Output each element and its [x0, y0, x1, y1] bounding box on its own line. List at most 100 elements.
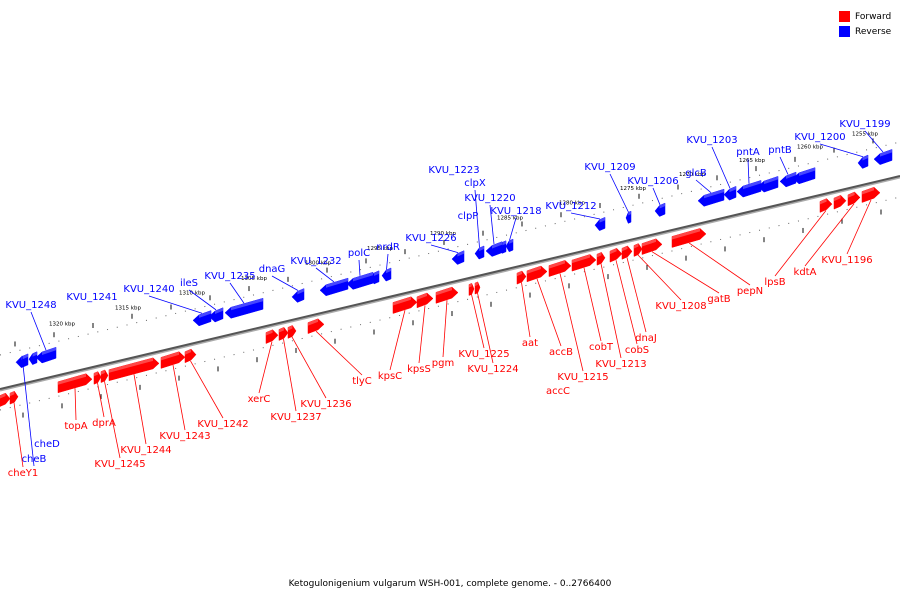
leader-line — [188, 289, 217, 311]
leader-line — [97, 382, 105, 418]
leader-line — [509, 217, 517, 241]
leader-line — [271, 275, 299, 291]
gene-label-dprA: dprA — [92, 418, 116, 429]
gene-feature-KVU_1215 — [548, 260, 572, 277]
gene-label-KVU_1237: KVU_1237 — [270, 412, 321, 423]
gene-label-KVU_1203: KVU_1203 — [686, 135, 737, 146]
gene-feature-cheY1 — [0, 392, 11, 407]
gene-label-KVU_1243: KVU_1243 — [159, 431, 210, 442]
leader-line — [652, 187, 661, 205]
gene-feature-KVU_1226 — [451, 250, 465, 265]
gene-label-cheB: cheB — [22, 454, 47, 465]
leader-line — [559, 273, 584, 372]
leader-line — [13, 402, 24, 468]
gene-label-kdtA: kdtA — [794, 267, 817, 278]
gene-feature-lpsB — [819, 198, 833, 213]
axis-tick-label: 1295 kbp — [367, 246, 393, 252]
gene-label-accC: accC — [546, 386, 570, 397]
leader-line — [626, 257, 647, 333]
gene-label-topA: topA — [64, 421, 87, 432]
gene-feature-kdtA — [847, 191, 861, 207]
leader-line — [536, 278, 562, 347]
gene-feature-nrdR — [381, 267, 392, 282]
gene-label-KVU_1196: KVU_1196 — [821, 255, 872, 266]
gene-label-KVU_1242: KVU_1242 — [197, 419, 248, 430]
leader-line — [583, 267, 602, 342]
gene-feature-xerC — [265, 329, 279, 344]
gene-label-tlyC: tlyC — [352, 376, 372, 387]
gene-label-cobT: cobT — [589, 342, 614, 353]
axis-tick-label: 1285 kbp — [497, 215, 523, 221]
leader-line — [779, 156, 789, 175]
gene-feature-KVU_1196 — [861, 186, 881, 203]
leader-line — [358, 259, 361, 276]
leader-line — [615, 260, 638, 345]
gene-label-KVU_1208: KVU_1208 — [655, 301, 706, 312]
gene-feature-KVU_1220 — [485, 241, 503, 257]
leader-line — [430, 244, 459, 253]
gene-label-nrdR: nrdR — [376, 242, 400, 253]
gene-feature-pntB — [779, 171, 797, 188]
gene-label-pntA: pntA — [736, 147, 760, 158]
gene-feature-KVU_1235 — [224, 297, 264, 319]
gene-label-pepN: pepN — [737, 286, 763, 297]
gene-label-gatB: gatB — [707, 294, 730, 305]
leader-line — [30, 311, 47, 351]
axis-tick-label: 1280 kbp — [559, 201, 585, 207]
leader-line — [521, 282, 531, 338]
leader-line — [386, 253, 389, 270]
gene-label-pgm: pgm — [432, 358, 454, 369]
gene-feature-pgm — [435, 286, 459, 304]
leader-line — [688, 242, 751, 286]
gene-feature-aat — [516, 270, 527, 285]
gene-label-KVU_1224: KVU_1224 — [467, 364, 518, 375]
gene-feature-KVU_1206 — [654, 202, 666, 217]
gene-feature-KVU_1240 — [192, 310, 212, 327]
leader-line — [804, 203, 855, 267]
gene-feature-KVU_1213 — [596, 252, 606, 266]
gene-feature-KVU_1208 — [633, 243, 643, 257]
genome-caption: Ketogulonigenium vulgarum WSH-001, compl… — [288, 579, 612, 589]
axis-tick-label: 1255 kbp — [852, 131, 878, 137]
leader-line — [133, 374, 147, 445]
gene-feature-glcB — [697, 188, 725, 207]
gene-label-KVU_1248: KVU_1248 — [5, 300, 56, 311]
gene-feature-KVU_1200 — [792, 167, 816, 185]
gene-label-clpP: clpP — [458, 211, 479, 222]
leader-line — [474, 189, 480, 248]
axis-tick-label: 1305 kbp — [241, 276, 267, 282]
gene-label-accB: accB — [549, 347, 573, 358]
gene-feature-KVU_1218 — [505, 238, 514, 253]
gene-feature-KVU_1199 — [873, 149, 893, 165]
leader-line — [695, 179, 712, 194]
gene-label-cheD: cheD — [34, 439, 60, 450]
forward-strand-layer — [0, 186, 881, 407]
leader-line — [258, 341, 273, 394]
reverse-swatch — [839, 26, 850, 37]
gene-feature-KVU_1224 — [474, 281, 481, 295]
leader-line — [229, 282, 245, 304]
gene-feature-polC — [346, 271, 374, 290]
gene-feature-cheY1 — [9, 390, 19, 405]
axis-tick-label: 1290 kbp — [430, 231, 456, 237]
leader-line — [489, 204, 495, 245]
gene-feature-kpsC — [392, 296, 418, 314]
forward-swatch — [839, 11, 850, 22]
gene-feature-cobT — [571, 254, 597, 272]
gene-label-cheY1: cheY1 — [8, 468, 38, 479]
gene-feature-KVU_1237 — [278, 327, 289, 341]
axis-tick-label: 1310 kbp — [179, 291, 205, 297]
legend-reverse-label: Reverse — [855, 26, 892, 37]
leader-line — [442, 300, 448, 358]
gene-feature-KVU_1232 — [319, 277, 349, 297]
axis-shadow — [0, 176, 900, 392]
leader-line — [283, 338, 297, 412]
gene-label-KVU_1220: KVU_1220 — [464, 193, 515, 204]
leader-line — [600, 263, 622, 359]
axis-tick-label: 1275 kbp — [620, 186, 646, 192]
gene-label-KVU_1236: KVU_1236 — [300, 399, 351, 410]
gene-feature-KVU_1212 — [594, 216, 606, 231]
leader-line — [819, 143, 864, 158]
